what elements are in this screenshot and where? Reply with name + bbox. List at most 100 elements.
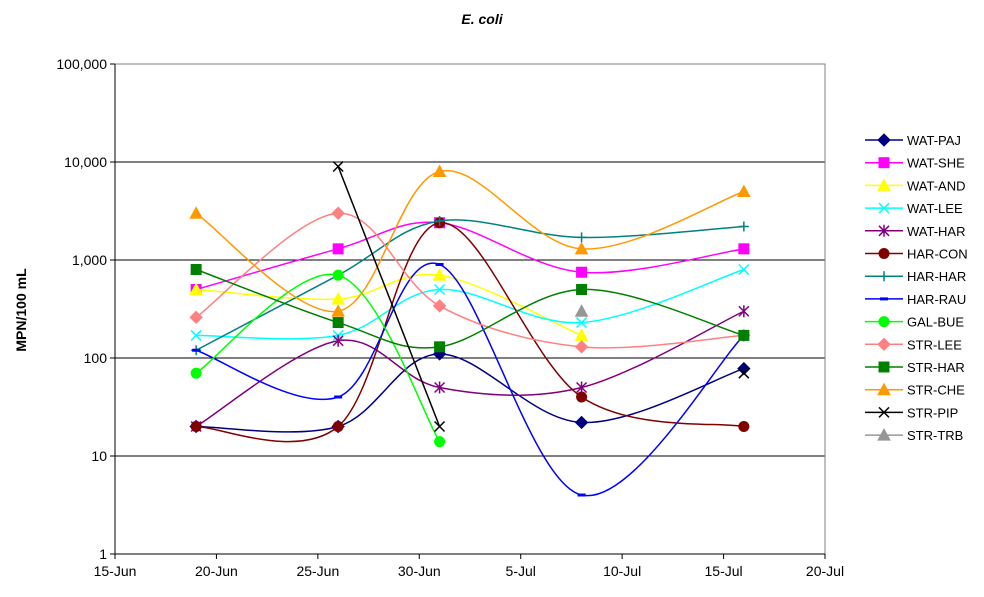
x-tick-label: 30-Jun [398,563,441,579]
data-point [738,221,749,232]
series-har-rau [192,262,748,497]
legend-entry: STR-TRB [865,428,963,443]
data-point [434,341,446,353]
y-tick-label: 10,000 [64,154,107,170]
data-point [737,184,751,198]
data-point [331,206,345,220]
legend-label: WAT-PAJ [907,133,961,148]
data-point [574,304,589,317]
data-point [332,269,344,281]
legend-label: STR-HAR [907,360,965,375]
legend-entry: WAT-PAJ [865,133,961,148]
data-point [434,381,446,394]
legend-entry: WAT-LEE [865,201,963,216]
data-point [577,493,586,497]
series-line [195,310,745,428]
legend-entry: WAT-HAR [865,224,966,239]
legend-entry: STR-PIP [865,405,958,420]
data-point [434,216,445,227]
chart-title: E. coli [461,11,503,27]
series-line [196,273,582,337]
legend-label: STR-CHE [907,383,965,398]
data-point [192,348,201,352]
series-str-har [190,263,750,353]
plot-area-border [114,63,826,555]
legend-entry: STR-LEE [865,337,962,352]
series-line [195,221,744,291]
legend-marker [880,297,888,301]
legend-marker [878,316,890,328]
series-har-har [191,216,749,356]
legend-entry: STR-HAR [865,360,965,375]
data-point [738,305,750,318]
x-tick-label: 10-Jul [603,563,641,579]
data-point [189,310,203,325]
series-gal-bue [190,269,446,448]
legend-marker [877,382,891,396]
data-point [574,328,589,341]
series-line [196,268,745,340]
legend-entry: GAL-BUE [865,315,964,330]
series-layer [189,160,751,497]
legend-marker [878,224,890,237]
legend-entry: WAT-SHE [865,156,965,171]
legend-marker [879,271,889,282]
data-point [574,340,589,354]
x-tick-label: 15-Jul [705,563,743,579]
data-point [738,420,750,432]
legend-label: WAT-AND [907,178,966,193]
y-tick-label: 100 [84,350,108,366]
data-point [738,243,750,255]
data-point [331,304,345,317]
gridlines [115,161,825,457]
data-point [738,263,750,276]
x-tick-label: 20-Jul [806,563,844,579]
legend-label: HAR-RAU [907,292,966,307]
data-point [435,262,444,266]
data-point [334,395,343,399]
data-point [432,299,447,313]
y-tick-label: 1 [99,546,107,562]
series-wat-har [190,305,750,433]
data-point [331,291,345,305]
data-point [576,317,588,329]
y-tick-label: 100,000 [56,56,107,72]
data-point [432,164,447,177]
data-point [738,329,750,341]
legend-marker [878,361,890,373]
series-har-con [190,217,750,443]
series-str-che [189,164,751,317]
series-line [337,166,441,427]
legend-entry: HAR-RAU [865,292,966,307]
series-wat-lee [190,263,750,341]
data-point [434,283,446,296]
series-wat-paj [189,347,751,434]
legend-label: HAR-CON [907,247,968,262]
legend-entry: HAR-CON [865,247,968,262]
data-point [434,420,446,433]
series-str-pip [332,160,750,433]
x-tick-label: 5-Jul [506,563,536,579]
data-point [737,361,751,376]
x-tick-label: 20-Jun [195,563,238,579]
data-point [190,263,202,275]
legend-entry: WAT-AND [865,178,966,193]
data-point [574,241,589,255]
y-tick-label: 1,000 [72,252,107,268]
legend-label: WAT-LEE [907,201,963,216]
data-point [190,420,202,432]
legend-entry: STR-CHE [865,382,965,398]
legend-label: HAR-HAR [907,269,966,284]
data-point [332,243,344,255]
data-point [434,436,446,448]
legend-label: STR-PIP [907,405,958,420]
legend-label: WAT-SHE [907,156,965,171]
series-line [196,221,744,443]
series-line [195,262,745,497]
y-axis-title: MPN/100 mL [13,268,29,352]
legend-marker [878,248,890,259]
data-point [189,282,203,296]
x-tick-label: 25-Jun [296,563,339,579]
data-point [576,266,588,278]
